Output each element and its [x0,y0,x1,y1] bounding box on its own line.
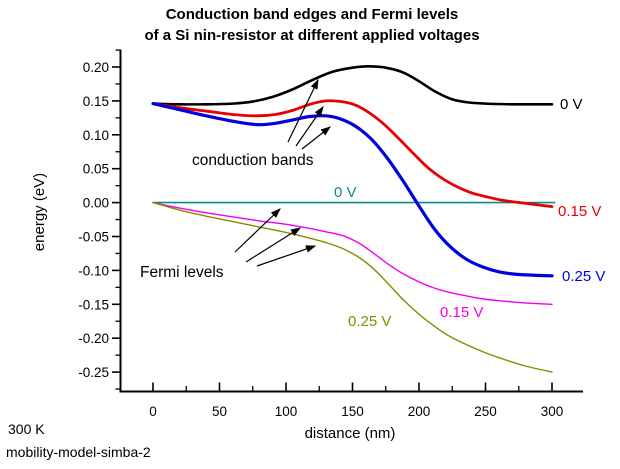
x-axis-title: distance (nm) [305,425,396,442]
curve-label-cb-0v: 0 V [560,96,583,113]
series-lines [151,65,556,373]
model-name-note: mobility-model-simba-2 [6,444,151,460]
y-tick-label: -0.15 [78,297,109,312]
curve-label-cb-025v: 0.25 V [562,268,605,285]
x-tick-label: 250 [474,404,497,419]
annotation-arrow-fermi-levels [234,208,281,253]
y-axis-title: energy (eV) [31,173,48,251]
series-line-fermi-015v [152,201,553,305]
annotation-arrow-conduction-bands [295,106,324,147]
curve-label-fermi-015v: 0.15 V [440,304,483,321]
x-tick-label: 300 [541,404,564,419]
x-tick-label: 200 [408,404,431,419]
chart-title-line2: of a Si nin-resistor at different applie… [144,27,480,44]
y-tick-label: -0.10 [78,263,109,278]
axes: 0 50 100 150 200 250 300 0.20 0.15 0.10 0.05 0.00 -0… [31,49,583,442]
series-line-cb-025v [151,102,554,278]
annotation-conduction-bands: conduction bands [192,152,314,169]
series-line-cb-015v [151,99,554,209]
annotation-arrow-fermi-levels [256,245,317,267]
x-tick-label: 0 [149,404,157,419]
chart-title-line1: Conduction band edges and Fermi levels [165,6,459,23]
y-tick-label: 0.10 [83,128,109,143]
annotations: conduction bands Fermi levels [140,78,331,281]
series-line-cb-0v [151,65,554,106]
y-tick-label: -0.20 [78,331,109,346]
annotation-arrow-fermi-levels [245,227,302,263]
annotation-fermi-levels: Fermi levels [140,264,224,281]
y-tick-label: 0.00 [83,196,109,211]
curve-label-fermi-0v: 0 V [334,184,357,201]
x-tick-label: 50 [212,404,227,419]
curve-label-cb-015v: 0.15 V [558,203,601,220]
y-tick-label: 0.20 [83,60,109,75]
annotation-arrow-conduction-bands [301,126,331,150]
y-tick-label: -0.05 [78,230,109,245]
chart-title: Conduction band edges and Fermi levels o… [2,4,620,46]
series-line-fermi-025v [152,201,553,373]
y-tick-label: -0.25 [78,365,109,380]
x-tick-label: 150 [341,404,364,419]
curve-label-fermi-025v: 0.25 V [348,313,391,330]
annotation-arrow-conduction-bands [287,78,319,143]
y-tick-label: 0.05 [83,162,109,177]
x-tick-label: 100 [275,404,298,419]
temperature-note: 300 K [8,421,45,437]
y-tick-label: 0.15 [83,94,109,109]
curve-labels: 0 V 0.15 V 0.25 V 0 V 0.15 V 0.25 V [334,96,605,330]
